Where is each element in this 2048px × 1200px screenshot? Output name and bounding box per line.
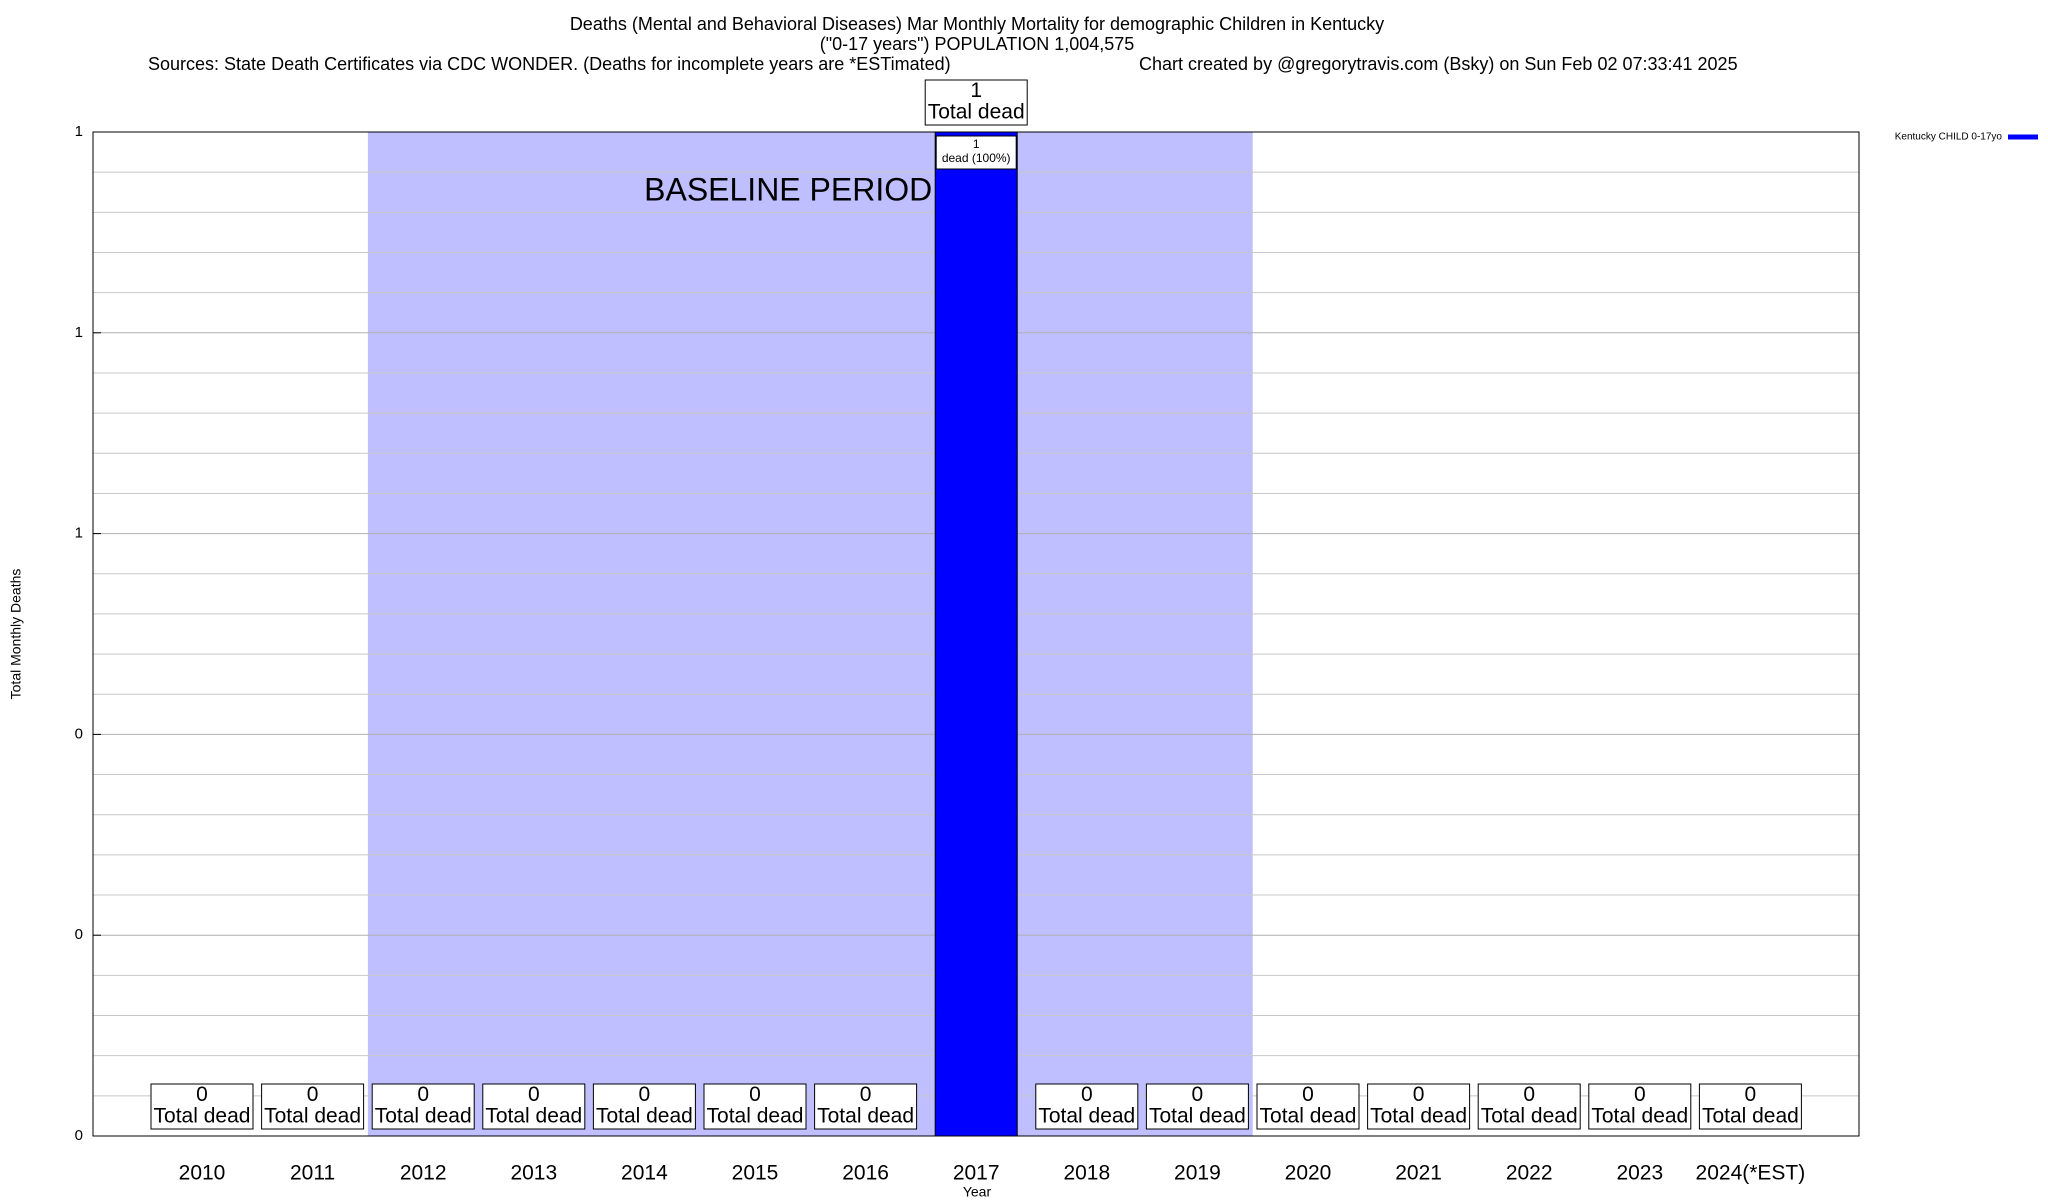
value-label-caption: Total dead [1591,1104,1688,1127]
value-label-value: 1 [970,79,982,102]
value-label-caption: Total dead [1370,1104,1467,1127]
x-tick-label: 2011 [290,1162,335,1185]
y-tick-label: 0 [75,725,83,742]
chart-subtitle: ("0-17 years") POPULATION 1,004,575 [820,34,1135,54]
x-tick-label: 2013 [510,1162,557,1185]
value-label-box [261,1083,365,1130]
value-label-value: 0 [307,1083,319,1106]
value-label-box [1477,1083,1581,1130]
value-label-box [371,1083,475,1130]
value-label-caption: Total dead [154,1104,251,1127]
percent-label-text: dead (100%) [942,151,1011,165]
x-tick-label: 2023 [1616,1162,1663,1185]
value-label-caption: Total dead [1149,1104,1246,1127]
x-tick-label: 2015 [732,1162,779,1185]
value-label-value: 0 [1192,1083,1204,1106]
baseline-region [367,132,1253,1136]
value-label-value: 0 [749,1083,761,1106]
x-tick-label: 2012 [400,1162,447,1185]
x-tick-label: 2014 [621,1162,668,1185]
credit: Chart created by @gregorytravis.com (Bsk… [1139,54,1738,74]
x-tick-label: 2019 [1174,1162,1221,1185]
value-label-box [592,1083,696,1130]
x-tick-label: 2010 [179,1162,226,1185]
bar [934,131,1018,1137]
value-label-box [150,1083,254,1130]
value-label-value: 0 [196,1083,208,1106]
x-tick-label: 2020 [1285,1162,1332,1185]
x-tick-label: 2021 [1395,1162,1442,1185]
y-tick-label: 1 [75,123,83,140]
value-label-caption: Total dead [1702,1104,1799,1127]
value-label-box [924,79,1028,126]
percent-label-value: 1 [973,137,980,151]
value-label-box [703,1083,807,1130]
percent-label-box [935,135,1017,170]
value-label-caption: Total dead [1038,1104,1135,1127]
value-label-value: 0 [1413,1083,1425,1106]
x-axis-label: Year [963,1184,992,1200]
value-label-value: 0 [417,1083,429,1106]
value-label-value: 0 [860,1083,872,1106]
legend-label: Kentucky CHILD 0-17yo [1895,132,2003,143]
y-tick-label: 1 [75,324,83,341]
value-label-box [1145,1083,1249,1130]
x-tick-label: 2017 [953,1162,1000,1185]
value-label-caption: Total dead [596,1104,693,1127]
y-tick-label: 0 [75,926,83,943]
value-label-box [1698,1083,1802,1130]
value-label-value: 0 [1634,1083,1646,1106]
value-label-value: 0 [1523,1083,1535,1106]
y-axis-label: Total Monthly Deaths [8,569,24,700]
value-label-value: 0 [1745,1083,1757,1106]
plot-border [92,131,1860,1137]
value-label-caption: Total dead [1260,1104,1357,1127]
value-label-value: 0 [639,1083,651,1106]
x-tick-label: 2024(*EST) [1696,1162,1806,1185]
x-tick-label: 2016 [842,1162,889,1185]
value-label-box [1256,1083,1360,1130]
value-label-box [1367,1083,1471,1130]
value-label-box [1588,1083,1692,1130]
sources: Sources: State Death Certificates via CD… [148,54,951,74]
value-label-caption: Total dead [264,1104,361,1127]
value-label-caption: Total dead [1481,1104,1578,1127]
value-label-caption: Total dead [485,1104,582,1127]
value-label-caption: Total dead [375,1104,472,1127]
value-label-box [482,1083,586,1130]
value-label-box [814,1083,918,1130]
value-label-box [1035,1083,1139,1130]
y-tick-label: 0 [75,1127,83,1144]
x-tick-label: 2018 [1063,1162,1110,1185]
x-tick-label: 2022 [1506,1162,1553,1185]
value-label-caption: Total dead [707,1104,804,1127]
y-tick-label: 1 [75,525,83,542]
chart-title: Deaths (Mental and Behavioral Diseases) … [570,14,1384,34]
value-label-value: 0 [1081,1083,1093,1106]
value-label-caption: Total dead [928,100,1025,123]
value-label-caption: Total dead [817,1104,914,1127]
value-label-value: 0 [528,1083,540,1106]
baseline-label: BASELINE PERIOD [644,172,932,208]
value-label-value: 0 [1302,1083,1314,1106]
